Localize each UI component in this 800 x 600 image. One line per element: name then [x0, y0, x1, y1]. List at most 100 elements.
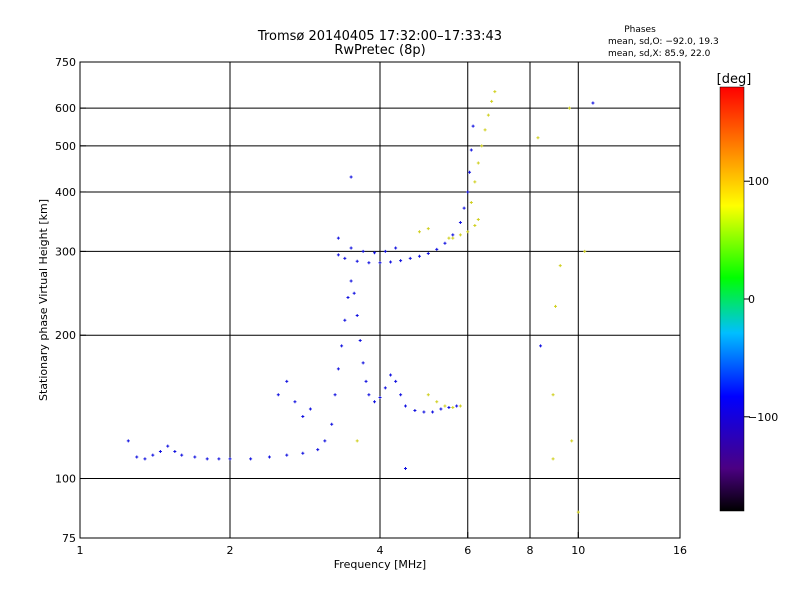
- data-point: [358, 338, 362, 342]
- data-point: [435, 247, 439, 251]
- data-point: [473, 180, 477, 184]
- data-point: [343, 318, 347, 322]
- data-point: [469, 148, 473, 152]
- data-point: [439, 407, 443, 411]
- data-point: [173, 449, 177, 453]
- y-tick-label: 100: [55, 473, 76, 486]
- data-point: [458, 404, 462, 408]
- data-point: [378, 395, 382, 399]
- data-point: [471, 124, 475, 128]
- data-point: [447, 406, 451, 410]
- data-point: [480, 144, 484, 148]
- data-point: [293, 400, 297, 404]
- data-point: [383, 249, 387, 253]
- data-point: [539, 344, 543, 348]
- data-points: [126, 90, 595, 514]
- data-point: [285, 379, 289, 383]
- data-point: [367, 261, 371, 265]
- data-point: [135, 455, 139, 459]
- data-point: [466, 190, 470, 194]
- data-point: [399, 259, 403, 263]
- data-point: [361, 249, 365, 253]
- data-point: [490, 99, 494, 103]
- x-tick-label: 16: [673, 544, 687, 557]
- data-point: [340, 344, 344, 348]
- colorbar: [719, 86, 745, 512]
- x-tick-label: 8: [527, 544, 534, 557]
- data-point: [349, 279, 353, 283]
- data-point: [355, 314, 359, 318]
- data-point: [570, 439, 574, 443]
- data-point: [126, 439, 130, 443]
- x-tick-label: 2: [227, 544, 234, 557]
- data-point: [486, 113, 490, 117]
- x-axis-ticks: 1 2 4 6 8 10 16: [77, 532, 687, 557]
- data-point: [551, 393, 555, 397]
- data-point: [476, 161, 480, 165]
- y-tick-label: 75: [62, 532, 76, 545]
- data-point: [308, 407, 312, 411]
- data-point: [408, 256, 412, 260]
- data-point: [228, 457, 232, 461]
- data-point: [364, 379, 368, 383]
- y-tick-label: 750: [55, 56, 76, 69]
- colorbar-label: [deg]: [717, 72, 752, 87]
- data-point: [349, 246, 353, 250]
- data-point: [458, 233, 462, 237]
- data-point: [466, 230, 470, 234]
- y-axis-label: Stationary phase Virtual Height [km]: [37, 199, 50, 401]
- data-point: [336, 367, 340, 371]
- data-point: [301, 451, 305, 455]
- data-point: [394, 379, 398, 383]
- data-point: [383, 386, 387, 390]
- data-point: [346, 296, 350, 300]
- data-point: [394, 246, 398, 250]
- data-point: [316, 448, 320, 452]
- data-point: [462, 206, 466, 210]
- data-point: [143, 457, 147, 461]
- data-point: [217, 457, 221, 461]
- data-point: [193, 455, 197, 459]
- data-point: [591, 101, 595, 105]
- data-point: [285, 453, 289, 457]
- data-point: [447, 236, 451, 240]
- data-point: [333, 393, 337, 397]
- y-tick-label: 500: [55, 140, 76, 153]
- colorbar-tick-label: 0: [748, 293, 755, 306]
- colorbar-ticks: 100 0 −100: [744, 175, 778, 424]
- data-point: [403, 466, 407, 470]
- data-point: [422, 410, 426, 414]
- data-point: [367, 393, 371, 397]
- data-point: [536, 136, 540, 140]
- data-point: [558, 264, 562, 268]
- data-point: [493, 90, 497, 94]
- data-point: [455, 404, 459, 408]
- data-point: [426, 393, 430, 397]
- data-point: [249, 457, 253, 461]
- data-point: [180, 453, 184, 457]
- data-point: [469, 201, 473, 205]
- data-point: [576, 510, 580, 514]
- data-point: [403, 404, 407, 408]
- data-point: [205, 457, 209, 461]
- data-point: [583, 249, 587, 253]
- data-point: [301, 414, 305, 418]
- data-point: [373, 251, 377, 255]
- chart-title: Tromsø 20140405 17:32:00–17:33:43: [257, 29, 502, 44]
- data-point: [567, 106, 571, 110]
- data-point: [389, 373, 393, 377]
- data-point: [373, 400, 377, 404]
- data-point: [417, 230, 421, 234]
- x-axis-label: Frequency [MHz]: [334, 558, 426, 571]
- data-point: [323, 439, 327, 443]
- data-point: [355, 259, 359, 263]
- data-point: [166, 444, 170, 448]
- stats-header: Phases: [624, 25, 656, 35]
- y-axis-ticks: 75 100 200 300 400 500 600 750: [55, 56, 86, 545]
- y-tick-label: 200: [55, 329, 76, 342]
- data-point: [458, 221, 462, 225]
- data-point: [349, 175, 353, 179]
- data-point: [483, 128, 487, 132]
- series-1: [126, 101, 595, 470]
